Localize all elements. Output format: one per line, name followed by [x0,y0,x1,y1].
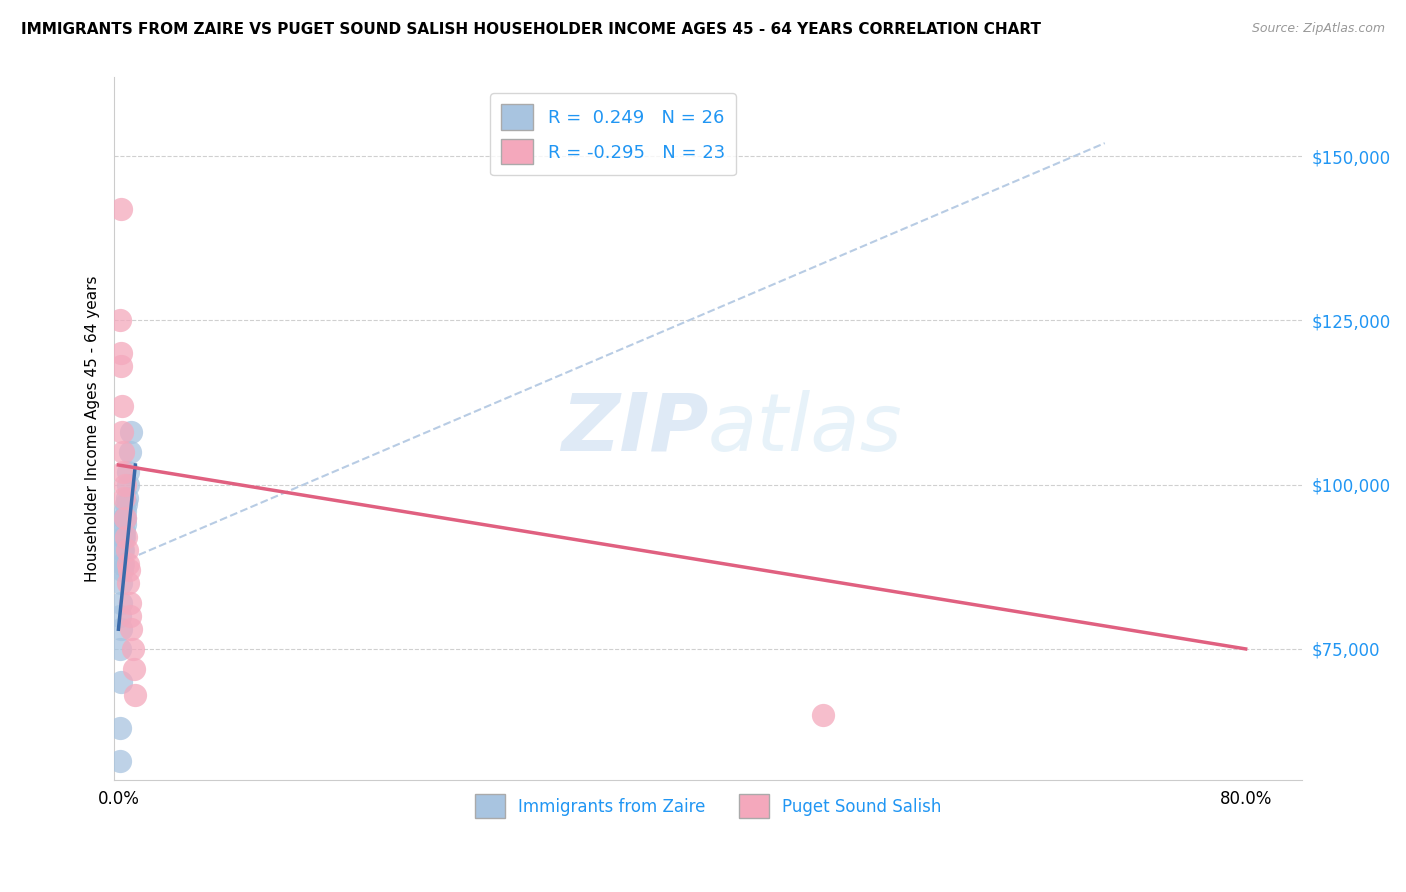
Point [112,491,135,505]
Point [111,445,134,459]
Point [110,557,132,571]
Point [114,510,136,524]
Point [114,504,136,518]
Point [112,530,135,544]
Point [112,543,135,558]
Point [114,477,136,491]
Point [110,576,132,591]
Point [115,497,138,511]
Point [117,557,139,571]
Point [110,359,132,374]
Point [108,313,131,327]
Point [122,662,145,676]
Point [111,530,134,544]
Point [120,425,142,439]
Point [114,510,136,524]
Point [114,517,136,532]
Point [120,622,142,636]
Point [118,445,141,459]
Point [117,465,139,479]
Point [124,688,146,702]
Point [110,622,132,636]
Point [121,641,143,656]
Point [108,609,131,624]
Point [110,346,132,360]
Point [111,425,134,439]
Point [112,524,135,538]
Point [110,202,132,216]
Point [115,491,138,505]
Point [108,641,131,656]
Text: IMMIGRANTS FROM ZAIRE VS PUGET SOUND SALISH HOUSEHOLDER INCOME AGES 45 - 64 YEAR: IMMIGRANTS FROM ZAIRE VS PUGET SOUND SAL… [21,22,1040,37]
Y-axis label: Householder Income Ages 45 - 64 years: Householder Income Ages 45 - 64 years [86,276,100,582]
Point [111,557,134,571]
Point [115,543,138,558]
Point [112,510,135,524]
Point [111,399,134,413]
Point [117,477,139,491]
Point [110,674,132,689]
Point [108,721,131,735]
Point [115,530,138,544]
Point [120,609,142,624]
Point [111,563,134,577]
Text: Source: ZipAtlas.com: Source: ZipAtlas.com [1251,22,1385,36]
Point [110,596,132,610]
Point [117,576,139,591]
Text: atlas: atlas [709,390,903,468]
Point [118,563,141,577]
Point [111,543,134,558]
Point [118,596,141,610]
Point [112,465,135,479]
Text: ZIP: ZIP [561,390,709,468]
Point [811,707,834,722]
Legend: Immigrants from Zaire, Puget Sound Salish: Immigrants from Zaire, Puget Sound Salis… [468,788,948,825]
Point [108,754,131,768]
